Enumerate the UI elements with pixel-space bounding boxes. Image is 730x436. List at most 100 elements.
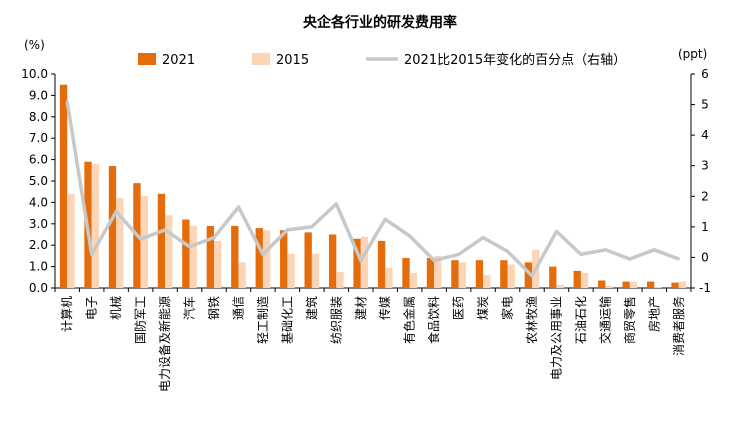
bar-2021: [500, 260, 508, 288]
bar-2015: [507, 264, 515, 288]
left-tick-label: 1.0: [29, 260, 48, 274]
left-tick-label: 4.0: [29, 195, 48, 209]
bar-2021: [280, 230, 288, 288]
left-tick-label: 0.0: [29, 281, 48, 295]
bar-2015: [483, 275, 491, 288]
bar-2015: [678, 281, 687, 288]
bar-2015: [556, 284, 564, 288]
category-label: 国防军工: [133, 296, 148, 344]
change-point: [359, 259, 362, 262]
bar-2015: [189, 225, 197, 288]
right-tick-label: 3: [701, 159, 709, 173]
bar-2021: [549, 266, 557, 288]
bar-2021: [231, 225, 239, 288]
bar-2015: [629, 281, 638, 288]
right-tick-label: -1: [699, 281, 711, 295]
category-label: 电力设备及新能源: [157, 296, 172, 392]
left-tick-label: 5.0: [29, 174, 48, 188]
change-point: [384, 218, 387, 221]
axes: 0.0 1.0 2.0 3.0 4.0 5.0 6.0 7.0 8.0 9.0 10.0 -1 0 1 2 3…: [21, 67, 711, 295]
category-label: 商贸零售: [622, 296, 637, 344]
change-point: [481, 236, 485, 239]
category-label: 纺织服装: [329, 296, 343, 344]
bar-2021: [451, 260, 459, 288]
category-label: 传媒: [377, 296, 392, 320]
legend-label-change: 2021比2015年变化的百分点（右轴）: [404, 52, 626, 68]
bar-2015: [140, 195, 148, 288]
legend-swatch-2015: [252, 53, 270, 65]
category-label: 机械: [108, 296, 123, 320]
right-tick-label: 6: [701, 67, 709, 81]
bar-2015: [311, 253, 320, 288]
category-label: 汽车: [182, 296, 197, 320]
legend-label-2021: 2021: [162, 53, 195, 68]
bar-2021: [377, 240, 386, 288]
bar-2021: [622, 281, 630, 288]
change-point: [212, 236, 216, 239]
bar-2021: [108, 166, 117, 288]
bar-2015: [214, 240, 222, 288]
category-label: 食品饮料: [426, 296, 441, 344]
left-tick-label: 3.0: [29, 217, 48, 231]
bar-2015: [91, 163, 100, 288]
category-label: 电力及公用事业: [550, 296, 564, 380]
change-point: [408, 234, 411, 238]
category-label: 煤炭: [476, 296, 490, 320]
bar-2015: [262, 230, 271, 288]
right-axis-unit: (ppt): [678, 47, 707, 61]
bar-2021: [671, 282, 679, 288]
bar-2021: [475, 260, 484, 288]
category-label: 有色金属: [402, 296, 417, 344]
category-label: 消费者服务: [671, 296, 686, 356]
change-point: [579, 253, 583, 256]
left-axis-unit: (%): [24, 38, 45, 52]
category-label: 建材: [354, 296, 368, 320]
left-tick-label: 8.0: [29, 110, 48, 124]
category-label: 建筑: [304, 296, 319, 320]
bar-2015: [116, 198, 124, 288]
change-point: [139, 237, 142, 241]
change-line: [65, 101, 680, 278]
right-tick-label: 5: [701, 98, 709, 112]
left-tick-label: 7.0: [29, 131, 48, 145]
left-tick-label: 10.0: [21, 67, 48, 81]
bar-2021: [328, 234, 337, 288]
bar-2015: [605, 285, 613, 288]
change-point: [432, 259, 436, 262]
chart-title: 央企各行业的研发费用率: [303, 14, 457, 31]
category-labels: 计算机 电子 机械 国防军工 电力设备及新能源 汽车 钢铁 通信 轻工制造 基础化工 建筑 纺织服装建…: [59, 296, 686, 392]
legend-swatch-2021: [138, 53, 156, 65]
right-tick-label: 4: [701, 128, 709, 142]
category-label: 房地产: [646, 296, 661, 332]
category-label: 石油石化: [574, 296, 588, 344]
bar-2021: [353, 238, 361, 288]
legend-label-2015: 2015: [276, 53, 309, 68]
bar-2015: [67, 193, 75, 288]
bar-2021: [646, 281, 655, 288]
bar-2015: [409, 273, 418, 288]
bar-2015: [434, 255, 442, 288]
category-label: 基础化工: [280, 296, 294, 344]
category-label: 家电: [500, 296, 515, 320]
change-point: [286, 228, 289, 232]
change-point: [677, 257, 680, 261]
change-point: [114, 210, 118, 213]
right-tick-label: 2: [701, 189, 709, 203]
change-point: [237, 205, 240, 209]
bar-2015: [165, 215, 173, 288]
bar-2021: [206, 225, 214, 288]
change-point: [604, 248, 607, 251]
category-label: 通信: [232, 296, 246, 320]
bar-2015: [336, 271, 344, 288]
category-label: 电子: [85, 296, 99, 320]
right-tick-label: 1: [701, 220, 709, 234]
bar-2021: [598, 280, 606, 288]
bars: [59, 84, 687, 288]
change-point: [310, 225, 314, 229]
right-tick-label: 0: [701, 250, 709, 264]
change-point: [457, 253, 460, 256]
bar-2015: [360, 236, 369, 288]
change-point: [90, 253, 93, 256]
bar-2021: [182, 219, 190, 288]
